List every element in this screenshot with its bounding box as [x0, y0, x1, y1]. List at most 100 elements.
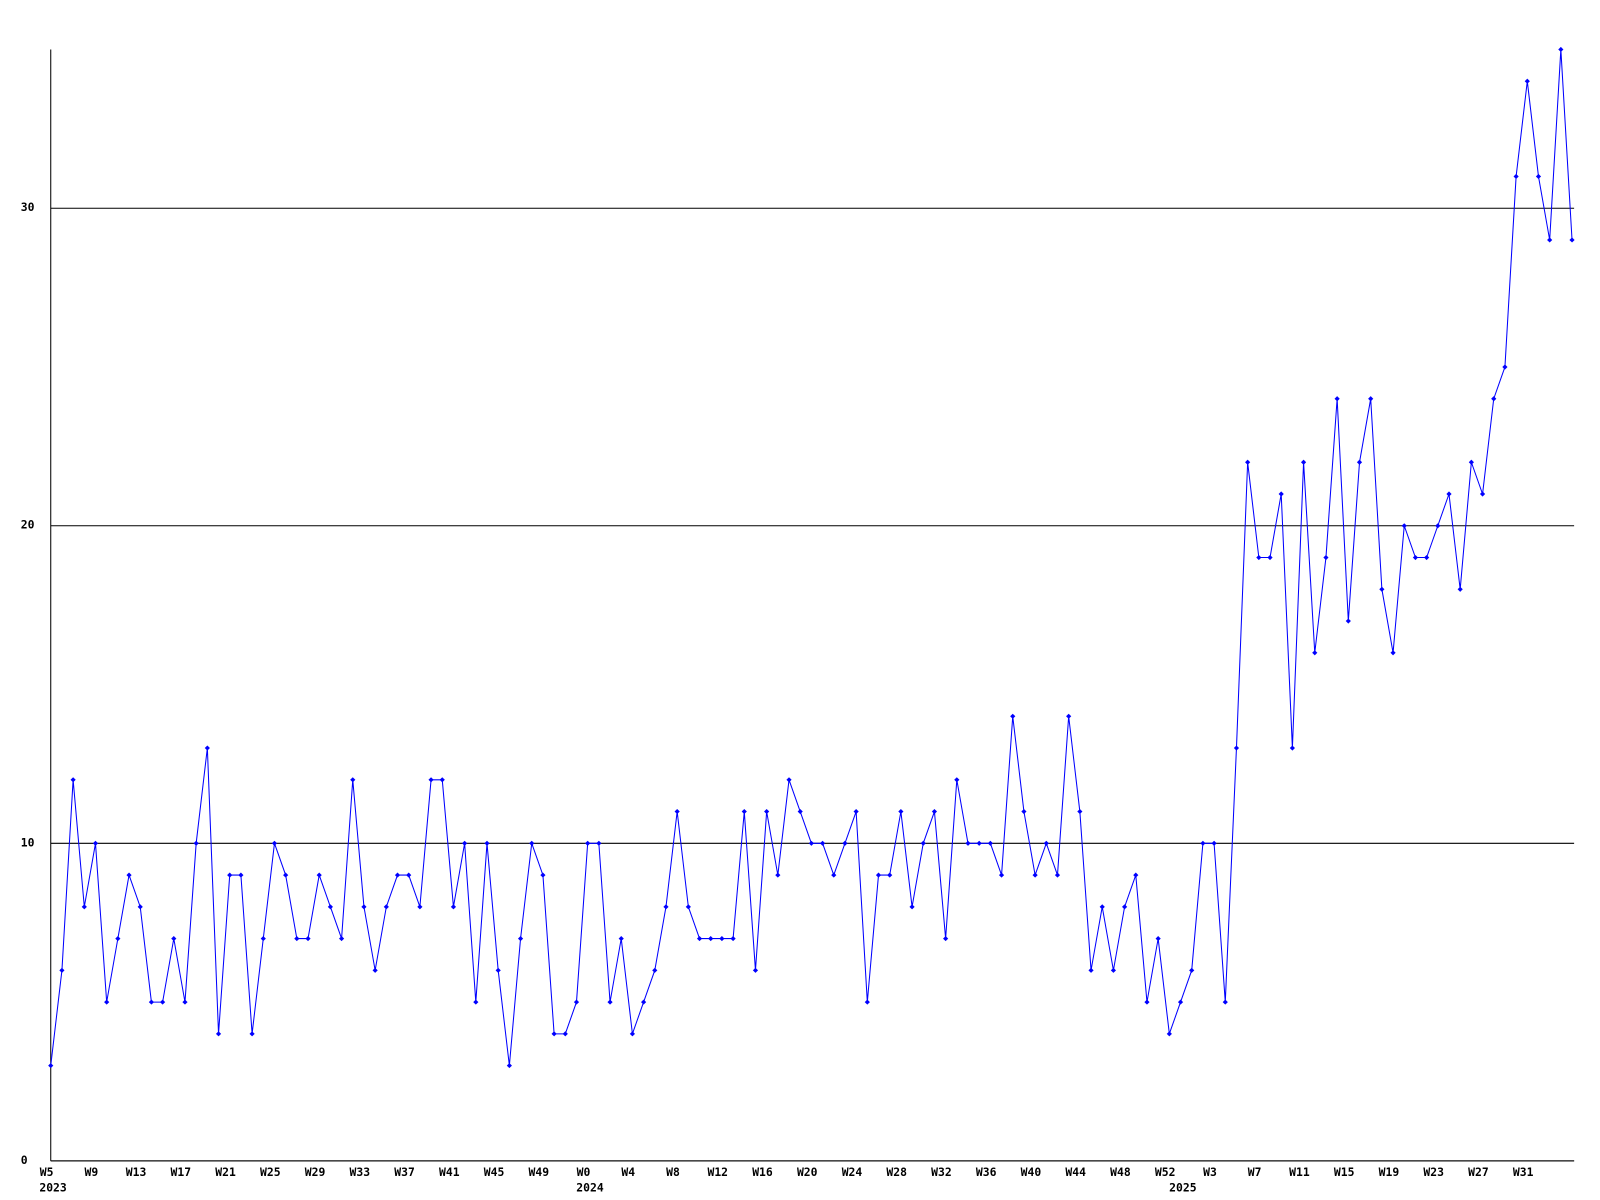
- data-point: [439, 777, 445, 783]
- data-point: [1502, 364, 1508, 370]
- data-point: [1524, 78, 1530, 84]
- data-point: [1435, 523, 1441, 529]
- data-point: [719, 936, 725, 942]
- data-point: [529, 840, 535, 846]
- data-point: [931, 808, 938, 815]
- data-point: [674, 808, 680, 815]
- data-point: [708, 936, 714, 942]
- data-point: [394, 872, 401, 878]
- data-point: [1412, 554, 1419, 561]
- data-point: [428, 777, 434, 783]
- data-point: [506, 1063, 512, 1069]
- data-point: [182, 999, 188, 1005]
- y-tick-label: 20: [21, 518, 35, 532]
- data-point: [104, 999, 110, 1005]
- data-point: [875, 872, 882, 878]
- x-tick-label: W3: [1203, 1165, 1217, 1179]
- y-tick-label: 0: [21, 1153, 28, 1167]
- data-point: [327, 904, 333, 910]
- data-point: [786, 777, 792, 783]
- x-tick-label: W52: [1155, 1165, 1176, 1179]
- data-point: [641, 999, 647, 1005]
- data-point: [517, 936, 524, 942]
- data-point: [1066, 713, 1072, 719]
- data-point: [48, 1063, 54, 1069]
- x-tick-label: W21: [215, 1165, 236, 1179]
- data-point: [92, 840, 99, 846]
- data-point: [1446, 491, 1452, 497]
- data-point: [81, 904, 87, 910]
- data-point: [495, 967, 501, 973]
- x-tick-label: W28: [886, 1165, 907, 1179]
- data-point: [685, 904, 691, 910]
- data-point: [819, 840, 826, 846]
- data-point: [1256, 554, 1262, 561]
- data-point: [540, 872, 546, 878]
- data-point: [171, 936, 177, 942]
- data-point: [1222, 999, 1228, 1005]
- x-tick-label: W16: [752, 1165, 773, 1179]
- data-point: [1379, 586, 1385, 592]
- data-point: [853, 808, 859, 815]
- x-tick-label: W17: [171, 1165, 192, 1179]
- data-point: [987, 840, 993, 846]
- data-point: [976, 840, 982, 846]
- data-point: [1233, 745, 1240, 751]
- data-point: [137, 904, 143, 910]
- data-point: [752, 967, 759, 973]
- data-point: [1558, 46, 1564, 53]
- data-point: [696, 936, 703, 942]
- data-point: [607, 999, 613, 1005]
- data-point: [1547, 237, 1553, 243]
- data-point: [1155, 936, 1161, 942]
- data-point: [1401, 523, 1407, 529]
- data-point: [1300, 459, 1307, 465]
- data-point: [1513, 173, 1519, 180]
- x-tick-label: W48: [1110, 1165, 1131, 1179]
- data-point: [238, 872, 244, 878]
- data-point: [1189, 967, 1195, 973]
- x-tick-label: W40: [1021, 1165, 1042, 1179]
- data-line: [50, 49, 1573, 1066]
- data-point: [1535, 173, 1542, 180]
- x-tick-label: W37: [394, 1165, 415, 1179]
- data-point: [775, 872, 781, 878]
- x-tick-label: W15: [1334, 1165, 1355, 1179]
- data-point: [115, 936, 121, 942]
- x-tick-label: W44: [1065, 1165, 1086, 1179]
- data-point: [629, 1031, 636, 1037]
- data-point: [316, 872, 322, 878]
- x-tick-label: W13: [126, 1165, 147, 1179]
- year-label: 2024: [576, 1181, 604, 1195]
- data-point: [126, 872, 132, 878]
- data-point: [1133, 872, 1139, 878]
- data-point: [808, 840, 814, 846]
- data-point: [1077, 808, 1083, 815]
- data-point: [473, 999, 479, 1005]
- x-tick-label: W41: [439, 1165, 460, 1179]
- data-point: [227, 872, 233, 878]
- data-point: [1368, 396, 1374, 402]
- data-point: [831, 872, 837, 878]
- data-point: [1211, 840, 1217, 846]
- data-point: [730, 936, 736, 942]
- year-label: 2023: [39, 1181, 67, 1195]
- data-point: [1144, 999, 1150, 1005]
- data-point: [249, 1031, 255, 1037]
- x-tick-label: W7: [1248, 1165, 1262, 1179]
- data-point: [59, 967, 65, 973]
- data-point: [562, 1031, 568, 1037]
- data-point: [1289, 745, 1295, 751]
- x-tick-label: W8: [666, 1165, 680, 1179]
- data-point: [652, 967, 658, 973]
- data-point: [898, 808, 904, 815]
- data-point: [1312, 650, 1318, 656]
- data-point: [842, 840, 848, 846]
- x-tick-label: W45: [484, 1165, 505, 1179]
- data-point: [1424, 554, 1430, 561]
- data-point: [338, 936, 345, 942]
- data-point: [305, 936, 311, 942]
- y-tick-label: 30: [21, 200, 35, 214]
- y-tick-label: 10: [21, 835, 35, 849]
